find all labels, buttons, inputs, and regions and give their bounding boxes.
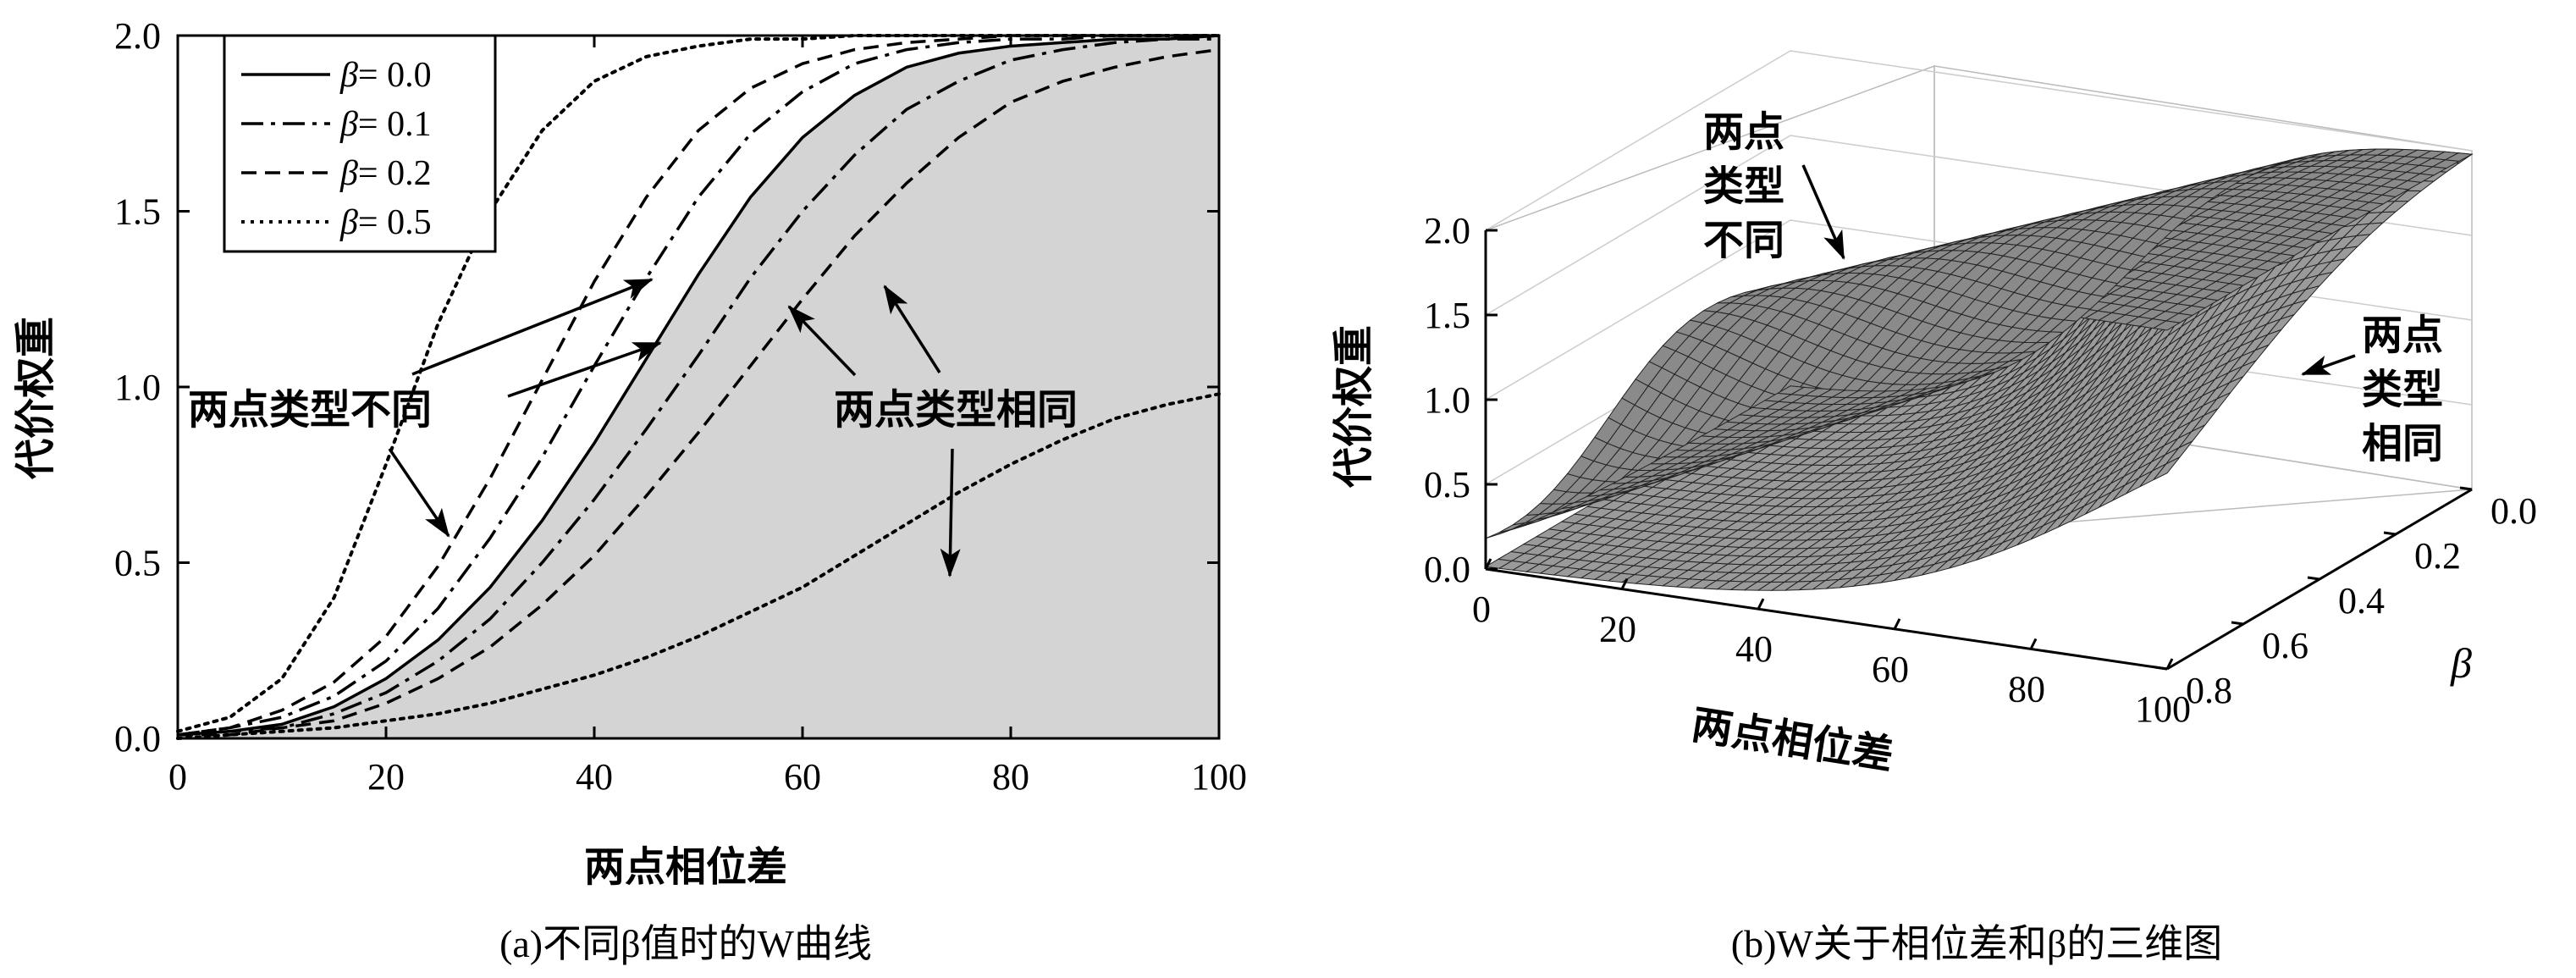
x-tick-3d [1484,558,1492,570]
x-tick-3d [1893,618,1901,630]
gridline [1485,50,2473,231]
axis-ticks: 0 20 40 60 80 100 0.0 0.5 1.0 1.5 2.0 [114,15,1247,798]
x-tick-3d [1757,598,1765,610]
arrow [507,341,662,398]
beta-tick [2231,621,2244,626]
series-line-base-0 [177,34,1220,737]
series-line-different-3 [177,34,1219,737]
x-tick-label-3d: 80 [2008,668,2045,710]
caption-b: (b)W关于相位差和β的三维图 [1731,922,2222,965]
x-axis-label-3d: 两点相位差 [1689,701,1897,780]
legend-label: β= 0.5 [339,203,432,242]
y-tick-label: 1.0 [114,367,161,408]
series-line-same-4 [178,47,1220,737]
x-axis-label: 两点相位差 [584,843,787,891]
mesh-cell [2444,152,2474,162]
surface-mesh [1484,148,2474,591]
x-tick-label-3d: 20 [1599,609,1636,650]
beta-tick-label: 0.4 [2338,580,2385,622]
x-tick-label: 40 [576,756,613,798]
axis-ticks-3d: 0.0 0.5 1.0 1.5 2.0 0 20 40 60 80 100 0.0 0.2 0.4 0.6 0… [1424,210,2537,730]
y-tick-label: 0.5 [114,543,161,584]
legend-label: β= 0.1 [339,105,432,144]
x-tick-label: 80 [992,756,1029,798]
beta-tick [2307,576,2320,581]
arrow [940,448,961,577]
annotation-line: 类型 [2362,366,2443,413]
beta-axis-label: β [2450,639,2472,687]
x-tick-label: 20 [367,756,405,798]
x-tick-label-3d: 40 [1735,628,1773,670]
annotation-line: 两点 [1703,108,1784,156]
beta-tick [2383,531,2397,536]
series-line-different-1 [177,34,1219,737]
x-tick-label-3d: 100 [2135,688,2191,730]
x-tick-label: 100 [1191,756,1247,798]
arrow [388,448,450,538]
annotation-line: 两点 [2362,312,2443,359]
caption-a: (a)不同β值时的W曲线 [499,922,872,965]
panel-b-3d-chart: 0.0 0.5 1.0 1.5 2.0 0 20 40 60 80 100 0.0 0.2 0.4 0.6 0… [1330,50,2537,965]
annotation-line: 相同 [2362,420,2443,467]
arrow [411,278,654,376]
x-tick-label: 0 [168,756,187,798]
annotation-same-3d: 两点 类型 相同 [2301,312,2443,467]
arrow [883,285,941,373]
x-tick-label-3d: 60 [1872,649,1909,690]
beta-tick-label: 0.0 [2491,490,2537,532]
panel-a-chart: 0 20 40 60 80 100 0.0 0.5 1.0 1.5 2.0 β= 0.0 β= 0.1… [12,15,1247,965]
legend-label: β= 0.0 [339,56,432,95]
x-tick-label-3d: 0 [1472,588,1491,630]
y-tick-label: 0.0 [114,718,161,760]
x-tick-3d [2029,638,2038,650]
arrow [2301,354,2356,376]
x-tick-3d [2165,658,2174,670]
y-axis-label: 代价权重 [12,317,59,480]
annotation-different: 两点类型不同 [188,386,432,434]
z-tick-label: 0.0 [1424,549,1470,590]
arrow [1801,164,1845,260]
annotation-different-3d: 两点 类型 不同 [1703,108,1845,264]
z-tick-label: 2.0 [1424,210,1470,251]
z-tick-label: 0.5 [1424,464,1470,506]
beta-tick-label: 0.6 [2262,625,2308,666]
beta-tick [2459,486,2473,491]
series-line-same-6 [176,392,1221,740]
x-tick-label: 60 [784,756,821,798]
z-tick-label: 1.5 [1424,295,1470,336]
series-line-same-2 [177,37,1219,737]
beta-tick-label: 0.2 [2414,535,2461,577]
annotation-line: 不同 [1703,217,1784,264]
y-tick-label: 2.0 [114,15,161,57]
legend-box [223,34,497,253]
x-tick-3d [1620,577,1629,590]
annotation-arrows [388,278,961,577]
beta-tick-label: 0.8 [2186,670,2232,711]
annotation-line: 类型 [1703,163,1784,210]
annotation-same: 两点类型相同 [834,386,1078,434]
beta-tick [2154,666,2168,671]
z-axis-label: 代价权重 [1330,325,1377,489]
legend: β= 0.0 β= 0.1 β= 0.2 β= 0.5 [223,34,497,253]
z-tick-label: 1.0 [1424,379,1470,421]
arrow [787,305,857,377]
legend-label: β= 0.2 [339,154,432,193]
y-tick-label: 1.5 [114,191,161,233]
